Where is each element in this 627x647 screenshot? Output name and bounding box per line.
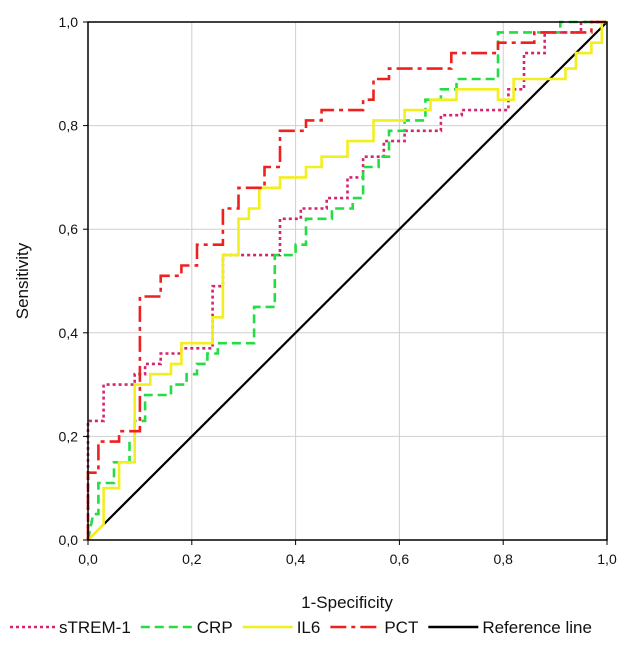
x-tick-label: 0,6 <box>390 551 410 567</box>
y-tick-label: 1,0 <box>59 14 79 30</box>
y-axis-ticks: 0,0 0,2 0,4 0,6 0,8 1,0 <box>59 14 88 548</box>
y-tick-label: 0,2 <box>59 428 79 444</box>
series-line-il6 <box>87 20 607 541</box>
y-tick-label: 0,4 <box>59 325 79 341</box>
series-layer <box>86 20 608 541</box>
series-line-strem-1 <box>86 20 607 540</box>
x-tick-label: 0,2 <box>182 551 202 567</box>
series-line-reference-line <box>87 21 608 541</box>
grid <box>87 21 608 541</box>
y-tick-label: 0,0 <box>59 532 79 548</box>
x-tick-label: 0,8 <box>493 551 513 567</box>
legend-label-crp: CRP <box>197 618 233 637</box>
x-tick-label: 1,0 <box>597 551 617 567</box>
y-axis-title: Sensitivity <box>13 242 32 319</box>
y-tick-label: 0,6 <box>59 221 79 237</box>
legend-label-strem-1: sTREM-1 <box>59 618 131 637</box>
y-tick-label: 0,8 <box>59 118 79 134</box>
x-axis-title: 1-Specificity <box>301 593 393 612</box>
series-line-pct <box>86 20 607 540</box>
legend: sTREM-1 CRP IL6 PCT Reference line <box>10 618 592 637</box>
legend-label-il6: IL6 <box>297 618 321 637</box>
plot-frame <box>87 21 608 541</box>
legend-label-reference-line: Reference line <box>482 618 592 637</box>
x-axis-ticks: 0,0 0,2 0,4 0,6 0,8 1,0 <box>78 540 617 567</box>
x-tick-label: 0,0 <box>78 551 98 567</box>
x-tick-label: 0,4 <box>286 551 306 567</box>
legend-label-pct: PCT <box>384 618 418 637</box>
